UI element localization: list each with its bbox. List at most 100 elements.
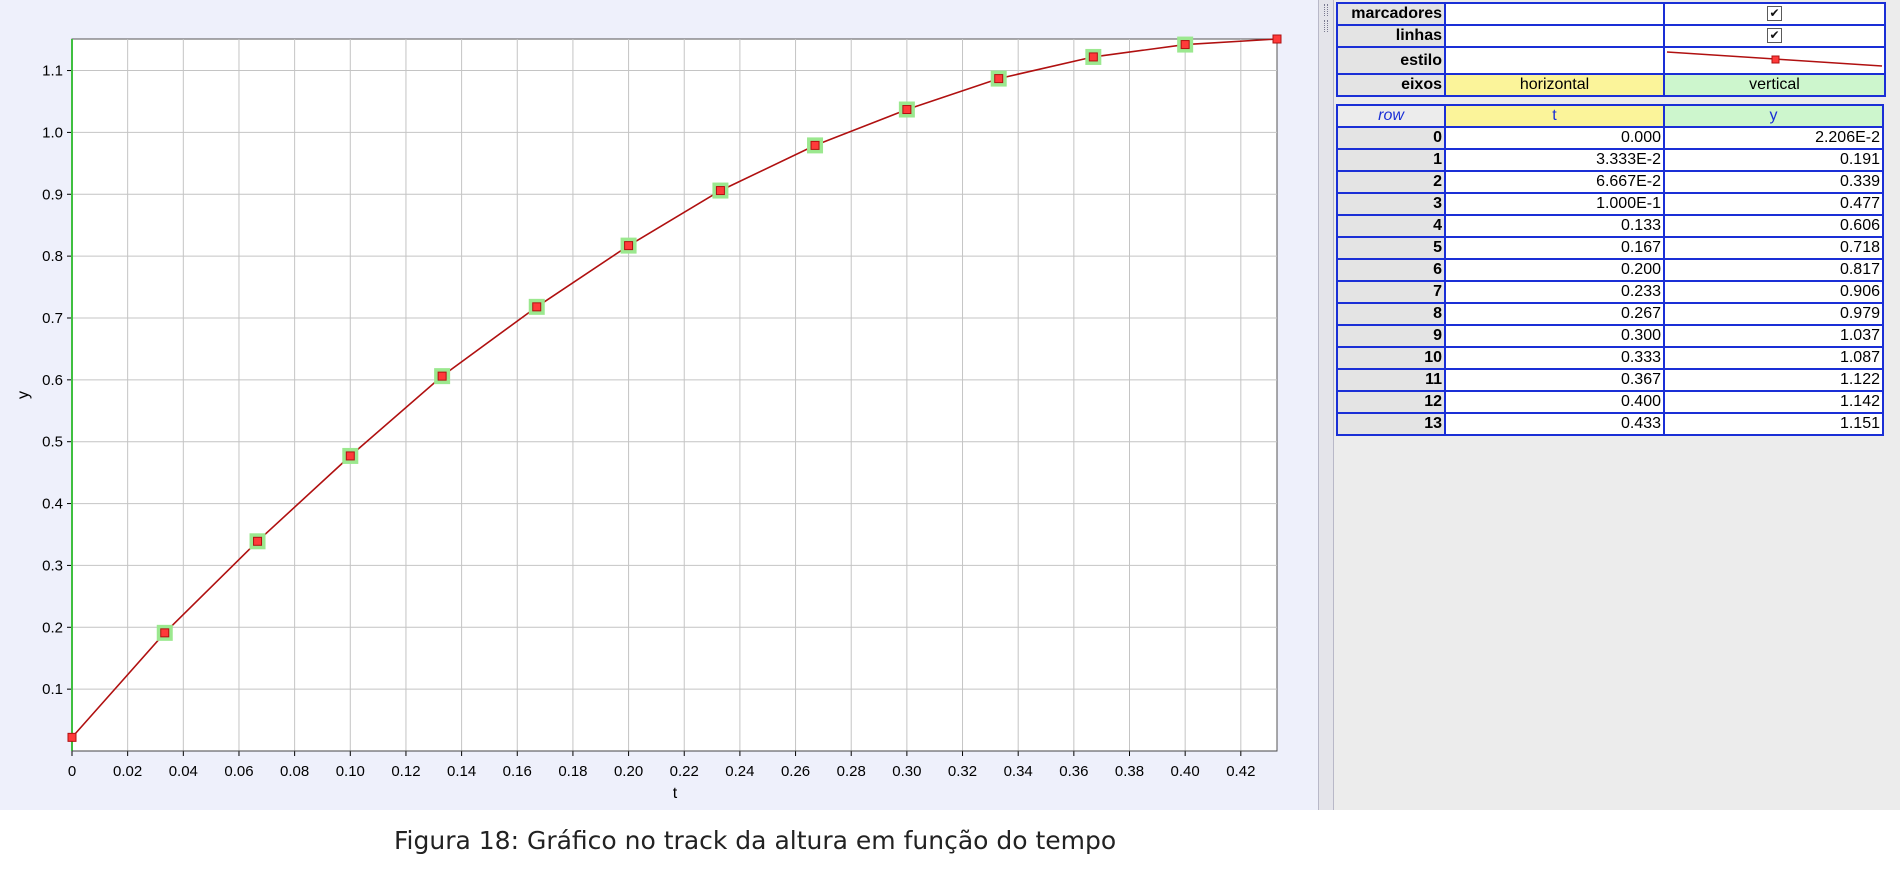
- table-row[interactable]: 6 0.200 0.817: [1336, 258, 1884, 282]
- markers-checkbox[interactable]: ✔: [1767, 6, 1782, 22]
- y-value-cell[interactable]: 1.037: [1663, 324, 1884, 348]
- y-value-cell[interactable]: 0.606: [1663, 214, 1884, 238]
- data-point[interactable]: [160, 628, 170, 638]
- t-value-cell[interactable]: 0.233: [1444, 280, 1665, 304]
- markers-y-cell[interactable]: ✔: [1663, 2, 1886, 26]
- table-row[interactable]: 1 3.333E-2 0.191: [1336, 148, 1884, 172]
- row-index-cell[interactable]: 0: [1336, 126, 1446, 150]
- t-value-cell[interactable]: 0.133: [1444, 214, 1665, 238]
- data-point[interactable]: [1272, 34, 1282, 44]
- data-point[interactable]: [994, 74, 1004, 84]
- panel-splitter[interactable]: [1318, 0, 1334, 810]
- data-point[interactable]: [253, 536, 263, 546]
- table-row[interactable]: 2 6.667E-2 0.339: [1336, 170, 1884, 194]
- t-value-cell[interactable]: 6.667E-2: [1444, 170, 1665, 194]
- splitter-grip-icon: [1324, 4, 1328, 16]
- data-point[interactable]: [1180, 40, 1190, 50]
- table-row[interactable]: 4 0.133 0.606: [1336, 214, 1884, 238]
- table-row[interactable]: 12 0.400 1.142: [1336, 390, 1884, 414]
- t-value-cell[interactable]: 0.433: [1444, 412, 1665, 436]
- y-value-cell[interactable]: 1.122: [1663, 368, 1884, 392]
- row-index-cell[interactable]: 4: [1336, 214, 1446, 238]
- column-header-y[interactable]: y: [1663, 104, 1884, 128]
- style-y-cell[interactable]: [1663, 46, 1886, 75]
- y-value-cell[interactable]: 1.151: [1663, 412, 1884, 436]
- x-tick-label: 0: [68, 763, 76, 780]
- y-value-cell[interactable]: 0.477: [1663, 192, 1884, 216]
- row-index-cell[interactable]: 13: [1336, 412, 1446, 436]
- table-row[interactable]: 10 0.333 1.087: [1336, 346, 1884, 370]
- style-t-cell[interactable]: [1444, 46, 1665, 75]
- lines-label: linhas: [1336, 24, 1446, 48]
- x-tick-label: 0.28: [837, 763, 866, 780]
- table-row[interactable]: 5 0.167 0.718: [1336, 236, 1884, 260]
- data-point[interactable]: [532, 302, 542, 312]
- t-value-cell[interactable]: 0.167: [1444, 236, 1665, 260]
- row-index-cell[interactable]: 12: [1336, 390, 1446, 414]
- plot-panel[interactable]: 0 0.02 0.04 0.06 0.08 0.10 0.12 0.14 0.16 0.18 0.2…: [0, 0, 1319, 810]
- y-value-cell[interactable]: 1.087: [1663, 346, 1884, 370]
- y-value-cell[interactable]: 0.906: [1663, 280, 1884, 304]
- row-index-cell[interactable]: 11: [1336, 368, 1446, 392]
- t-value-cell[interactable]: 0.333: [1444, 346, 1665, 370]
- t-value-cell[interactable]: 3.333E-2: [1444, 148, 1665, 172]
- row-index-cell[interactable]: 8: [1336, 302, 1446, 326]
- t-value-cell[interactable]: 0.300: [1444, 324, 1665, 348]
- axis-horizontal-cell[interactable]: horizontal: [1444, 73, 1665, 97]
- axis-vertical-cell[interactable]: vertical: [1663, 73, 1886, 97]
- y-value-cell[interactable]: 0.718: [1663, 236, 1884, 260]
- row-index-cell[interactable]: 10: [1336, 346, 1446, 370]
- data-point[interactable]: [810, 140, 820, 150]
- data-point[interactable]: [67, 732, 77, 742]
- row-index-cell[interactable]: 9: [1336, 324, 1446, 348]
- markers-t-cell[interactable]: [1444, 2, 1665, 26]
- data-table-panel[interactable]: marcadores ✔ linhas ✔ estilo: [1334, 0, 1900, 810]
- lines-t-cell[interactable]: [1444, 24, 1665, 48]
- data-point[interactable]: [1088, 52, 1098, 62]
- data-point[interactable]: [437, 371, 447, 381]
- row-index-cell[interactable]: 6: [1336, 258, 1446, 282]
- row-index-cell[interactable]: 3: [1336, 192, 1446, 216]
- y-value-cell[interactable]: 2.206E-2: [1663, 126, 1884, 150]
- t-value-cell[interactable]: 0.367: [1444, 368, 1665, 392]
- data-point[interactable]: [715, 186, 725, 196]
- table-row[interactable]: 0 0.000 2.206E-2: [1336, 126, 1884, 150]
- t-value-cell[interactable]: 0.267: [1444, 302, 1665, 326]
- y-value-cell[interactable]: 0.339: [1663, 170, 1884, 194]
- y-value-cell[interactable]: 0.979: [1663, 302, 1884, 326]
- plot-area[interactable]: [71, 38, 1278, 752]
- y-value-cell[interactable]: 1.142: [1663, 390, 1884, 414]
- lines-checkbox[interactable]: ✔: [1767, 28, 1782, 44]
- y-tick-label: 0.7: [42, 310, 63, 327]
- x-tick-label: 0.38: [1115, 763, 1144, 780]
- table-row[interactable]: 11 0.367 1.122: [1336, 368, 1884, 392]
- table-row[interactable]: 13 0.433 1.151: [1336, 412, 1884, 436]
- row-index-cell[interactable]: 5: [1336, 236, 1446, 260]
- table-row[interactable]: 3 1.000E-1 0.477: [1336, 192, 1884, 216]
- row-index-cell[interactable]: 7: [1336, 280, 1446, 304]
- row-index-cell[interactable]: 2: [1336, 170, 1446, 194]
- t-value-cell[interactable]: 0.200: [1444, 258, 1665, 282]
- row-index-cell[interactable]: 1: [1336, 148, 1446, 172]
- lines-y-cell[interactable]: ✔: [1663, 24, 1886, 48]
- t-value-cell[interactable]: 1.000E-1: [1444, 192, 1665, 216]
- data-point[interactable]: [345, 451, 355, 461]
- column-header-t[interactable]: t: [1444, 104, 1665, 128]
- x-tick-label: 0.26: [781, 763, 810, 780]
- table-row[interactable]: 8 0.267 0.979: [1336, 302, 1884, 326]
- t-value-cell[interactable]: 0.000: [1444, 126, 1665, 150]
- x-tick-label: 0.14: [447, 763, 476, 780]
- y-value-cell[interactable]: 0.817: [1663, 258, 1884, 282]
- x-tick-label: 0.40: [1171, 763, 1200, 780]
- y-tick-label: 0.6: [42, 372, 63, 389]
- data-point[interactable]: [624, 241, 634, 251]
- table-row[interactable]: 9 0.300 1.037: [1336, 324, 1884, 348]
- line-chart[interactable]: 0 0.02 0.04 0.06 0.08 0.10 0.12 0.14 0.16 0.18 0.2…: [0, 0, 1318, 810]
- table-row[interactable]: 7 0.233 0.906: [1336, 280, 1884, 304]
- y-value-cell[interactable]: 0.191: [1663, 148, 1884, 172]
- axes-label: eixos: [1336, 73, 1446, 97]
- column-header-row[interactable]: row: [1336, 104, 1446, 128]
- data-point[interactable]: [902, 105, 912, 115]
- t-value-cell[interactable]: 0.400: [1444, 390, 1665, 414]
- x-tick-label: 0.32: [948, 763, 977, 780]
